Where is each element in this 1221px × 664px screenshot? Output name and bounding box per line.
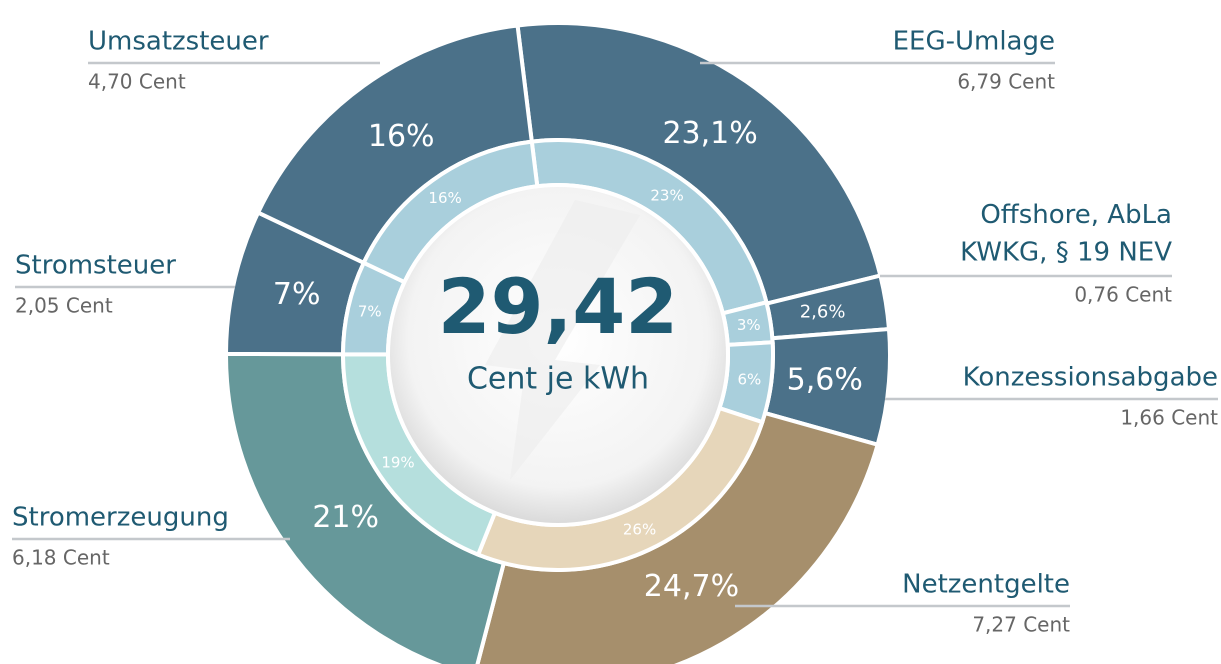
rings	[223, 21, 892, 664]
amount-label: 7,27 Cent	[972, 613, 1070, 637]
segment-label: 23,1%	[662, 116, 757, 151]
bolt-icon	[485, 200, 640, 480]
segment-label: 5,6%	[787, 363, 863, 398]
segment-label: 3%	[737, 316, 761, 334]
segment-label: 16%	[368, 119, 435, 154]
category-label: Umsatzsteuer	[88, 27, 269, 57]
segment-label: 24,7%	[644, 569, 739, 604]
amount-label: 6,18 Cent	[12, 546, 110, 570]
segment-label: 6%	[737, 370, 761, 388]
amount-label: 4,70 Cent	[88, 70, 186, 94]
segment-label: 21%	[312, 500, 379, 535]
segment-label: 23%	[650, 186, 683, 204]
segment-label: 7%	[273, 277, 321, 312]
segment-label: 16%	[428, 189, 461, 207]
category-label: Konzessionsabgabe	[963, 363, 1218, 393]
amount-label: 0,76 Cent	[1074, 283, 1172, 307]
center-text: Cent je kWh	[467, 362, 649, 397]
amount-label: 2,05 Cent	[15, 294, 113, 318]
category-label: Stromerzeugung	[12, 503, 229, 533]
segment-label: 19%	[381, 453, 414, 471]
category-label: Stromsteuer	[15, 251, 176, 281]
amount-label: 6,79 Cent	[957, 70, 1055, 94]
segment-label: 26%	[623, 520, 656, 538]
amount-label: 1,66 Cent	[1120, 406, 1218, 430]
segment-label: 7%	[358, 303, 382, 321]
category-label: Offshore, AbLa KWKG, § 19 NEV	[960, 200, 1172, 268]
category-label: Netzentgelte	[902, 570, 1070, 600]
center-disc	[386, 183, 730, 527]
category-label: EEG-Umlage	[893, 27, 1055, 57]
center-value: 29,42	[438, 262, 678, 351]
segment-label: 2,6%	[800, 301, 846, 322]
